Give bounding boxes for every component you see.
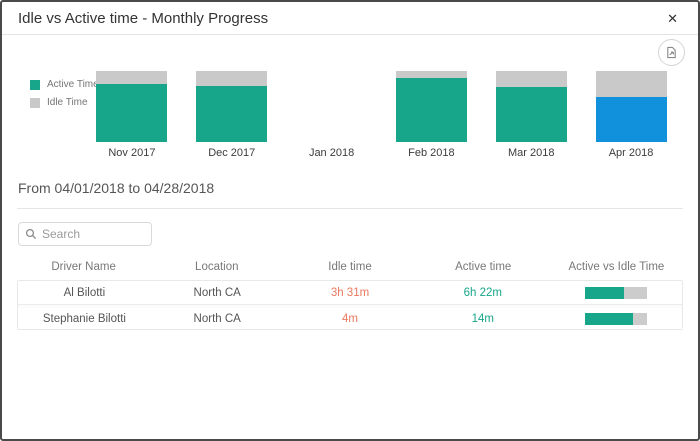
driver-name-cell: Al Bilotti: [63, 287, 106, 299]
active-vs-idle-cell: [549, 312, 682, 325]
driver-name-cell: Stephanie Bilotti: [42, 312, 126, 325]
column-header-driver-name[interactable]: Driver Name: [51, 261, 116, 273]
export-icon: [665, 46, 678, 59]
close-icon: ✕: [667, 10, 678, 26]
search-box: [18, 222, 152, 246]
ratio-bar-fill: [584, 312, 633, 325]
ratio-bar-fill: [584, 287, 625, 299]
active-vs-idle-cell: [549, 287, 682, 299]
chart-legend: Active Time Idle Time: [30, 79, 99, 108]
active-segment: [395, 78, 467, 142]
bar-apr-2018[interactable]: [581, 71, 681, 142]
active-segment: [595, 97, 667, 142]
dialog-title: Idle vs Active time - Monthly Progress: [18, 9, 269, 27]
ratio-bar-track: [584, 287, 647, 299]
active-segment: [495, 87, 567, 142]
column-header-active-time[interactable]: Active time: [455, 261, 512, 273]
month-label: Apr 2018: [608, 147, 654, 159]
idle-segment: [96, 71, 168, 84]
bar-stack: [595, 71, 667, 142]
legend-item-active-time: Active Time: [30, 79, 99, 90]
bar-stack: [196, 71, 268, 142]
dialog-header: Idle vs Active time - Monthly Progress ✕: [2, 2, 698, 35]
month-label: Jan 2018: [308, 147, 355, 159]
month-label: Nov 2017: [108, 147, 156, 159]
bar-feb-2018[interactable]: [381, 71, 481, 142]
idle-time-cell: 3h 31m: [330, 287, 370, 299]
date-range-label: From 04/01/2018 to 04/28/2018: [18, 180, 215, 196]
bar-stack: [96, 71, 168, 142]
month-label: Dec 2017: [208, 147, 256, 159]
table-row[interactable]: Stephanie Bilotti North CA 4m 14m: [18, 305, 682, 329]
drivers-table-body: Al Bilotti North CA 3h 31m 6h 22m Stephanie …: [17, 280, 683, 330]
bar-nov-2017[interactable]: [82, 71, 182, 142]
legend-item-idle-time: Idle Time: [30, 97, 99, 108]
active-time-cell: 6h 22m: [463, 287, 502, 299]
section-divider: [17, 208, 683, 209]
monthly-progress-chart: Active Time Idle Time Nov 2017 Dec 2017 Ja…: [2, 35, 698, 172]
month-label: Feb 2018: [408, 147, 455, 159]
bar-stack: [495, 71, 567, 142]
column-header-idle-time[interactable]: Idle time: [328, 261, 372, 273]
location-cell: North CA: [193, 312, 241, 325]
idle-time-cell: 4m: [342, 312, 358, 325]
idle-segment: [196, 71, 268, 86]
table-row[interactable]: Al Bilotti North CA 3h 31m 6h 22m: [18, 281, 682, 305]
drivers-table-header: Driver Name Location Idle time Active ti…: [17, 256, 683, 280]
idle-time-swatch: [30, 97, 40, 108]
active-time-cell: 14m: [471, 312, 494, 325]
idle-segment: [595, 71, 667, 98]
close-button[interactable]: ✕: [661, 8, 684, 29]
idle-segment: [495, 71, 567, 88]
legend-label: Active Time: [47, 79, 99, 90]
bar-stack: [395, 71, 467, 142]
search-icon: [25, 228, 37, 240]
chart-month-labels: Nov 2017 Dec 2017 Jan 2018 Feb 2018 Mar 2018…: [82, 147, 681, 159]
drivers-table: Driver Name Location Idle time Active ti…: [17, 256, 683, 330]
bar-jan-2018[interactable]: [282, 71, 382, 142]
column-header-active-vs-idle[interactable]: Active vs Idle Time: [568, 261, 665, 273]
legend-label: Idle Time: [47, 97, 88, 108]
bar-dec-2017[interactable]: [182, 71, 282, 142]
active-time-swatch: [30, 79, 40, 90]
column-header-location[interactable]: Location: [195, 261, 239, 273]
period-row: From 04/01/2018 to 04/28/2018: [2, 172, 698, 204]
active-segment: [96, 83, 168, 142]
bar-mar-2018[interactable]: [481, 71, 581, 142]
month-label: Mar 2018: [507, 147, 555, 159]
search-input[interactable]: [42, 227, 145, 241]
ratio-bar-track: [584, 312, 647, 325]
idle-segment: [395, 71, 467, 79]
location-cell: North CA: [193, 287, 241, 299]
chart-bars: [82, 71, 681, 142]
export-chart-button[interactable]: [658, 39, 685, 66]
active-segment: [196, 85, 268, 142]
